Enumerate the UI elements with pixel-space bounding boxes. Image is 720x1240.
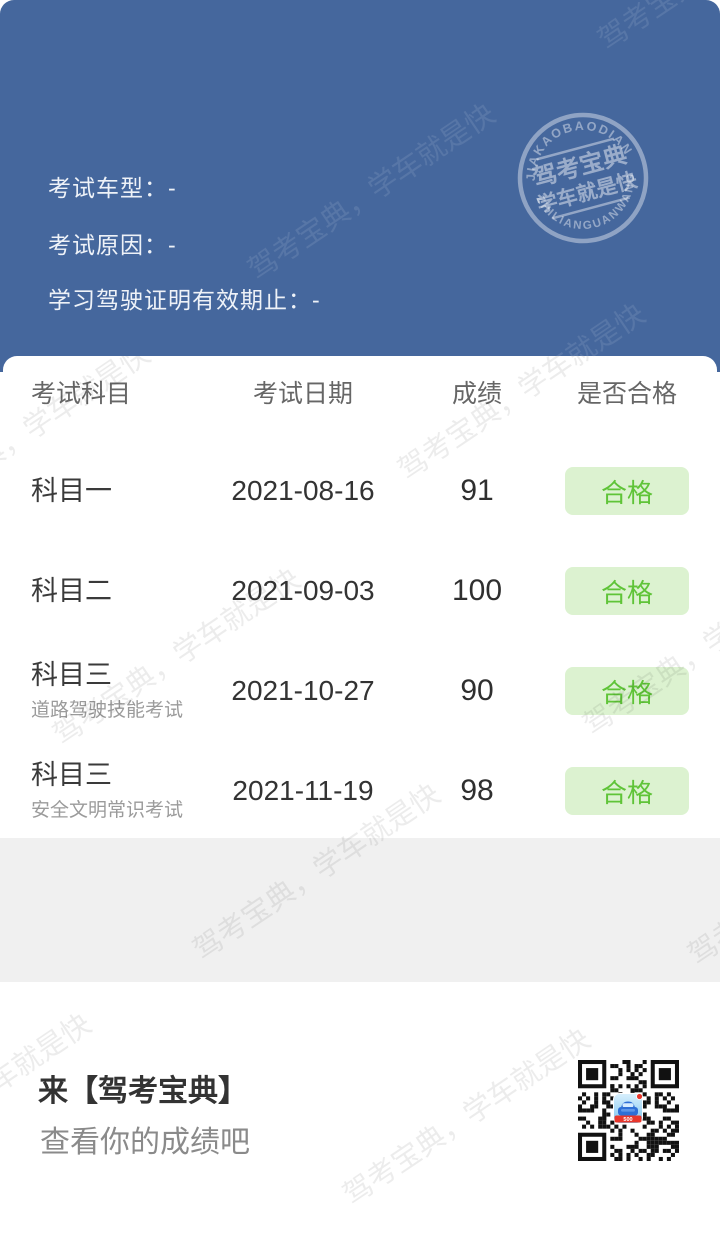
certificate-section: 驾考宝典，学车就是快 驾考宝典，学车就是快 驾考宝典，学车就是快 考试车型：- …	[0, 0, 720, 372]
pass-status-badge: 合格	[565, 667, 689, 715]
exam-date: 2021-11-19	[232, 775, 374, 806]
stamp-divider-bottom	[552, 196, 630, 220]
subject-label: 科目一	[31, 476, 112, 506]
subject-label: 科目二	[31, 576, 112, 606]
watermark-text: 驾考宝典，学车就是快	[242, 98, 502, 287]
column-header-pass: 是否合格	[576, 380, 677, 408]
table-row: 科目三 道路驾驶技能考试 2021-10-27 90 合格	[3, 641, 717, 741]
exam-score: 90	[460, 674, 494, 707]
pass-status-badge: 合格	[565, 767, 689, 815]
footer-subtitle: 查看你的成绩吧	[40, 1126, 250, 1159]
column-header-date: 考试日期	[252, 380, 353, 408]
section-divider-band	[0, 838, 720, 982]
exam-date: 2021-08-16	[231, 475, 375, 506]
icon-banner	[614, 1115, 642, 1123]
qr-code	[578, 1060, 679, 1161]
subject-label: 科目三	[31, 760, 112, 790]
table-row: 科目二 2021-09-03 100 合格	[3, 541, 717, 641]
pass-status-badge: 合格	[565, 467, 689, 515]
learning-permit-expiry-field: 学习驾驶证明有效期止：-	[48, 287, 321, 313]
footer-title: 来【驾考宝典】	[38, 1075, 248, 1108]
exam-date: 2021-10-27	[231, 675, 375, 706]
exam-score: 91	[460, 474, 494, 507]
exam-vehicle-type-field: 考试车型：-	[48, 175, 177, 201]
stamp-divider-top	[536, 137, 615, 161]
exam-date: 2021-09-03	[231, 575, 375, 606]
table-header-row: 考试科目 考试日期 成绩 是否合格	[3, 376, 717, 412]
subject-sublabel: 安全文明常识考试	[31, 800, 184, 821]
subject-sublabel: 道路驾驶技能考试	[31, 700, 184, 721]
exam-reason-field: 考试原因：-	[48, 232, 177, 258]
app-icon: 500	[613, 1093, 643, 1124]
table-row: 科目三 安全文明常识考试 2021-11-19 98 合格	[3, 741, 717, 841]
exam-score: 98	[460, 774, 494, 807]
column-header-score: 成绩	[451, 380, 502, 408]
watermark-text: 驾考宝典，学车就是快	[337, 1023, 597, 1212]
jiakaobaodian-stamp-seal: JIAKAOBAODIAN ZHILIANGUANWANG 驾考宝典 学车就是快	[500, 95, 667, 262]
watermark-text: 驾考宝典，学车就是快	[588, 0, 720, 58]
pass-status-badge: 合格	[565, 567, 689, 615]
notification-dot	[636, 1093, 643, 1100]
score-table-card: 考试科目 考试日期 成绩 是否合格 科目一 2021-08-16 91 合格 科…	[3, 356, 717, 838]
table-row: 科目一 2021-08-16 91 合格	[3, 441, 717, 541]
subject-label: 科目三	[31, 660, 112, 690]
column-header-subject: 考试科目	[31, 380, 132, 408]
exam-score: 100	[451, 574, 503, 607]
icon-banner-text: 500	[623, 1117, 632, 1123]
